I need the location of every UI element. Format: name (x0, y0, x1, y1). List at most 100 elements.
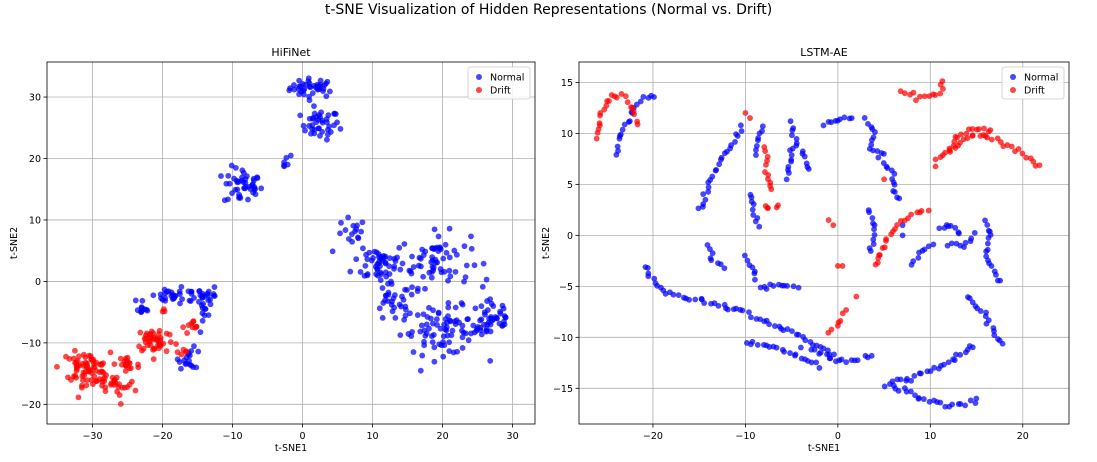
point-drift (111, 377, 118, 384)
point-normal (391, 292, 398, 298)
point-normal (626, 118, 633, 125)
point-normal (298, 88, 305, 95)
point-normal (440, 353, 447, 360)
point-normal (942, 403, 949, 410)
point-normal (918, 370, 924, 377)
point-normal (700, 201, 707, 208)
point-drift (988, 136, 995, 143)
point-normal (991, 328, 997, 334)
point-drift (116, 392, 123, 398)
point-normal (899, 232, 906, 239)
point-normal (431, 226, 438, 233)
point-normal (453, 251, 460, 258)
point-normal (305, 75, 312, 82)
point-drift (180, 324, 187, 331)
point-normal (361, 272, 368, 279)
point-drift (163, 348, 170, 355)
y-tick-label: 30 (29, 93, 41, 104)
point-normal (462, 274, 469, 281)
point-normal (811, 346, 818, 353)
legend-box (467, 66, 531, 100)
point-normal (287, 85, 293, 92)
point-normal (461, 278, 467, 285)
point-normal (433, 316, 440, 323)
point-normal (441, 342, 448, 349)
point-normal (176, 359, 183, 365)
point-drift (981, 125, 987, 132)
point-normal (397, 266, 404, 273)
point-drift (147, 334, 154, 341)
point-normal (199, 305, 206, 311)
point-normal (967, 397, 974, 404)
point-drift (913, 97, 919, 104)
point-normal (359, 219, 366, 226)
point-normal (383, 273, 390, 280)
point-drift (1015, 146, 1022, 152)
point-normal (287, 152, 294, 159)
x-tick-label: 30 (507, 431, 519, 442)
point-normal (442, 241, 449, 248)
point-normal (451, 247, 458, 254)
point-drift (853, 293, 860, 300)
point-normal (766, 321, 773, 328)
point-normal (870, 241, 877, 247)
point-drift (624, 99, 631, 106)
y-tick-label: −10 (21, 338, 41, 349)
point-normal (915, 254, 922, 261)
point-normal (228, 162, 235, 169)
point-normal (991, 332, 998, 339)
point-normal (407, 310, 413, 317)
point-normal (701, 300, 708, 306)
point-normal (177, 300, 183, 307)
point-normal (465, 337, 472, 344)
x-axis-label: t-SNE1 (275, 443, 307, 454)
point-normal (746, 309, 752, 316)
point-normal (420, 311, 427, 318)
point-normal (875, 154, 882, 161)
point-normal (347, 268, 354, 275)
point-normal (334, 119, 340, 126)
point-normal (744, 257, 751, 264)
point-drift (70, 355, 77, 362)
point-normal (957, 401, 964, 407)
point-normal (705, 188, 712, 195)
point-normal (159, 296, 166, 303)
y-tick-label: −10 (553, 333, 573, 344)
point-normal (459, 322, 466, 329)
point-normal (446, 254, 453, 261)
point-normal (360, 245, 366, 252)
point-drift (157, 336, 164, 343)
point-normal (709, 250, 716, 257)
legend-label-drift: Drift (490, 86, 511, 97)
series-normal (613, 92, 1006, 410)
point-normal (982, 313, 989, 320)
point-normal (428, 315, 434, 322)
point-normal (382, 253, 389, 260)
point-drift (910, 89, 917, 96)
legend: Normal Drift (1001, 66, 1065, 100)
point-drift (127, 365, 134, 371)
point-normal (752, 276, 758, 283)
point-normal (435, 310, 442, 317)
point-normal (487, 357, 494, 364)
point-drift (921, 93, 928, 100)
x-tick-label: 20 (1017, 431, 1029, 442)
point-normal (405, 331, 412, 337)
point-drift (765, 172, 772, 178)
point-normal (409, 253, 415, 260)
point-normal (910, 258, 917, 265)
point-drift (881, 244, 888, 251)
point-drift (773, 204, 780, 211)
point-normal (759, 128, 765, 134)
point-normal (450, 349, 457, 356)
point-normal (759, 123, 766, 130)
point-drift (117, 401, 124, 407)
point-normal (891, 189, 898, 195)
point-normal (891, 181, 898, 188)
point-drift (747, 115, 753, 121)
point-normal (338, 219, 344, 226)
point-normal (445, 304, 452, 311)
point-drift (71, 373, 77, 380)
point-normal (972, 400, 979, 406)
point-normal (379, 285, 386, 291)
